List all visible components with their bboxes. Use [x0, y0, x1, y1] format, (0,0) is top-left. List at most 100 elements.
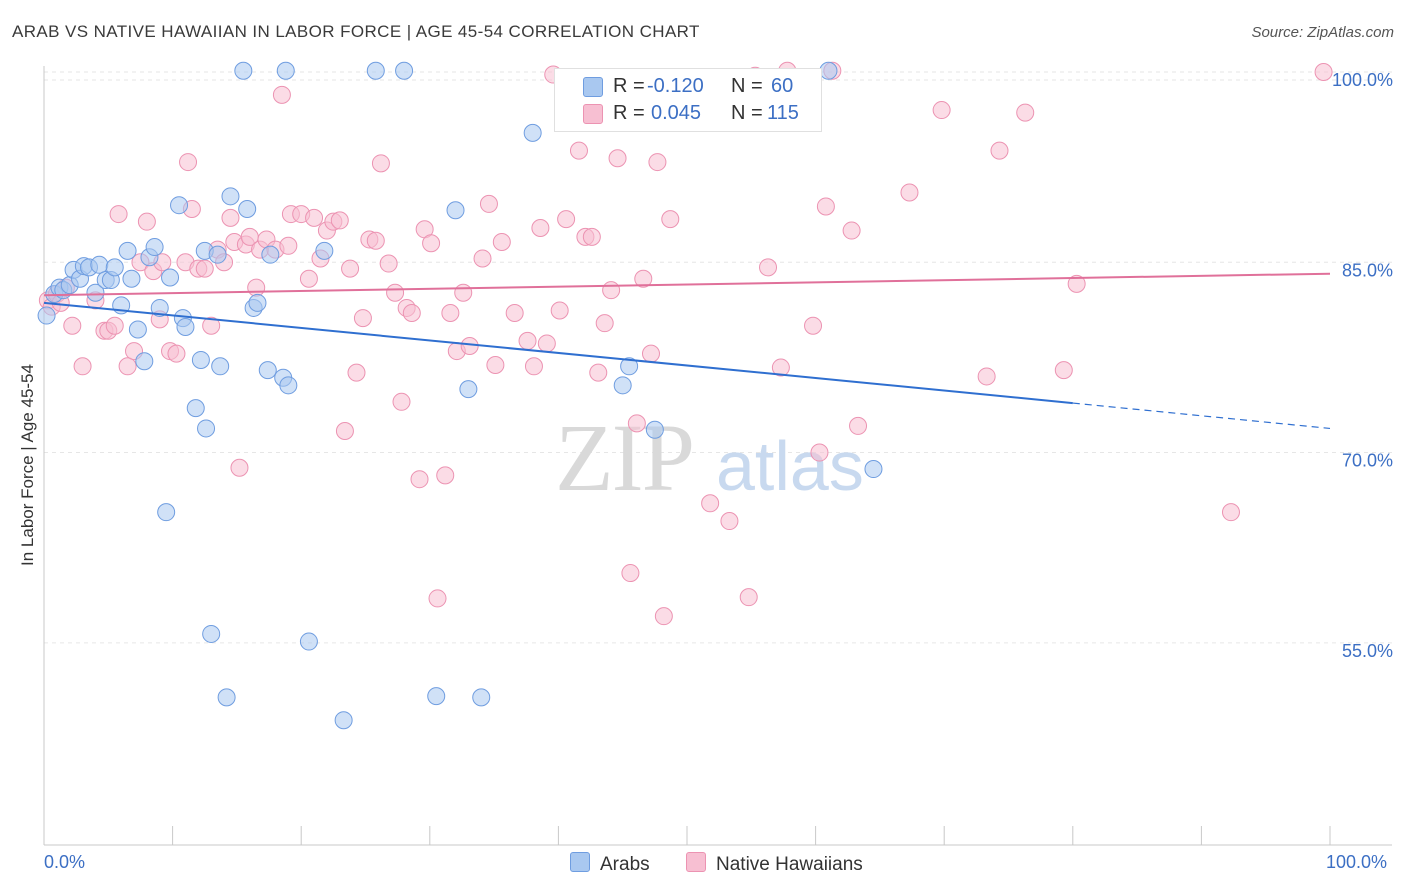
arab-point: [197, 419, 216, 438]
native-hawaiian-point: [739, 588, 758, 607]
native-hawaiian-point: [379, 254, 398, 273]
gridlines: [44, 71, 1392, 644]
native-hawaiian-point: [804, 316, 823, 335]
native-hawaiian-point: [621, 564, 640, 583]
native-hawaiian-point: [505, 304, 524, 323]
arab-point: [90, 255, 109, 274]
native-hawaiian-point: [1016, 103, 1035, 122]
legend-n-label: N =: [731, 75, 763, 97]
native-hawaiian-point: [118, 357, 137, 376]
arab-point: [221, 187, 240, 206]
native-hawaiian-point: [654, 607, 673, 626]
native-hawaiian-point: [402, 304, 421, 323]
native-hawaiian-point: [557, 210, 576, 229]
arab-point: [819, 61, 838, 80]
native-hawaiian-point: [272, 85, 291, 104]
arab-point: [620, 357, 639, 376]
native-hawaiian-point: [900, 183, 919, 202]
native-hawaiian-point: [990, 141, 1009, 160]
native-hawaiian-point: [1221, 503, 1240, 522]
arab-point: [459, 380, 478, 399]
native-hawaiian-point: [167, 344, 186, 363]
arab-trend-extension: [1072, 402, 1331, 430]
native-hawaiian-point: [341, 259, 360, 278]
legend-row-arabs: R = -0.120 N = 60: [555, 75, 821, 99]
chart-source: Source: ZipAtlas.com: [1251, 24, 1394, 41]
native-hawaiian-point: [221, 208, 240, 227]
bottom-legend-arabs: Arabs: [570, 852, 650, 876]
data-points: [37, 61, 1333, 730]
native-hawaiian-point: [661, 210, 680, 229]
native-hawaiian-point: [347, 363, 366, 382]
native-hawaiian-point: [641, 344, 660, 363]
native-hawaiian-point: [436, 466, 455, 485]
chart-title: ARAB VS NATIVE HAWAIIAN IN LABOR FORCE |…: [12, 22, 700, 41]
legend-r-value: -0.120: [647, 75, 704, 97]
arab-point: [157, 503, 176, 522]
legend-n-value: 60: [771, 75, 794, 97]
arab-point: [427, 687, 446, 706]
arab-point: [864, 460, 883, 479]
arab-point: [86, 283, 105, 302]
native-hawaiian-point: [634, 269, 653, 288]
arab-point: [613, 376, 632, 395]
native-hawaiian-point: [454, 283, 473, 302]
x-tick-label-min: 0.0%: [44, 852, 86, 872]
y-tick-label: 55.0%: [1342, 641, 1393, 661]
native-hawaiian-point: [473, 249, 492, 268]
native-hawaiian-point: [486, 356, 505, 375]
bottom-legend-swatch-native-hawaiians: [686, 852, 706, 872]
arab-point: [211, 357, 230, 376]
native-hawaiian-point: [366, 231, 385, 250]
axes: [43, 66, 1392, 846]
arab-point: [258, 361, 277, 380]
arab-point: [118, 241, 137, 260]
arab-point: [234, 61, 253, 80]
native-hawaiian-point: [569, 141, 588, 160]
native-hawaiian-point: [195, 259, 214, 278]
x-tick-label-max: 100.0%: [1326, 852, 1388, 872]
native-hawaiian-point: [441, 304, 460, 323]
arab-point: [261, 245, 280, 264]
arab-point: [37, 306, 56, 325]
arab-point: [150, 298, 169, 317]
arab-point: [366, 61, 385, 80]
bottom-legend-swatch-arabs: [570, 852, 590, 872]
native-hawaiian-point: [422, 234, 441, 253]
y-tick-label: 85.0%: [1342, 260, 1393, 280]
arab-point: [176, 317, 195, 336]
native-hawaiian-point: [1054, 361, 1073, 380]
native-hawaiian-point: [279, 236, 298, 255]
arab-point: [191, 350, 210, 369]
watermark-atlas: atlas: [716, 427, 864, 505]
native-hawaiian-point: [1067, 274, 1086, 293]
legend-swatch-arabs: [583, 77, 603, 97]
arab-point: [105, 258, 124, 277]
stats-legend: R = -0.120 N = 60 R = 0.045 N = 115: [554, 68, 822, 132]
native-hawaiian-point: [105, 316, 124, 335]
native-hawaiian-point: [602, 281, 621, 300]
bottom-legend-label-native-hawaiians: Native Hawaiians: [716, 854, 863, 875]
legend-swatch-native-hawaiians: [583, 104, 603, 124]
arab-trend-line: [43, 301, 1073, 405]
arab-point: [186, 399, 205, 418]
arab-point: [135, 352, 154, 371]
native-hawaiian-point: [771, 358, 790, 377]
native-hawaiian-point: [460, 336, 479, 355]
trend-lines: [43, 272, 1331, 430]
y-tick-label: 100.0%: [1332, 70, 1393, 90]
native-hawaiian-point: [230, 458, 249, 477]
native-hawaiian-point: [849, 416, 868, 435]
native-hawaiian-point: [810, 443, 829, 462]
native-hawaiian-point: [531, 219, 550, 238]
native-hawaiian-point: [524, 357, 543, 376]
native-hawaiian-point: [550, 301, 569, 320]
bottom-legend-native-hawaiians: Native Hawaiians: [686, 852, 863, 876]
native-hawaiian-point: [179, 153, 198, 172]
native-hawaiian-point: [330, 211, 349, 230]
native-hawaiian-point: [335, 421, 354, 440]
native-hawaiian-point: [109, 205, 128, 224]
y-axis-title: In Labor Force | Age 45-54: [18, 364, 37, 566]
native-hawaiian-point: [595, 314, 614, 333]
arab-point: [248, 293, 267, 312]
